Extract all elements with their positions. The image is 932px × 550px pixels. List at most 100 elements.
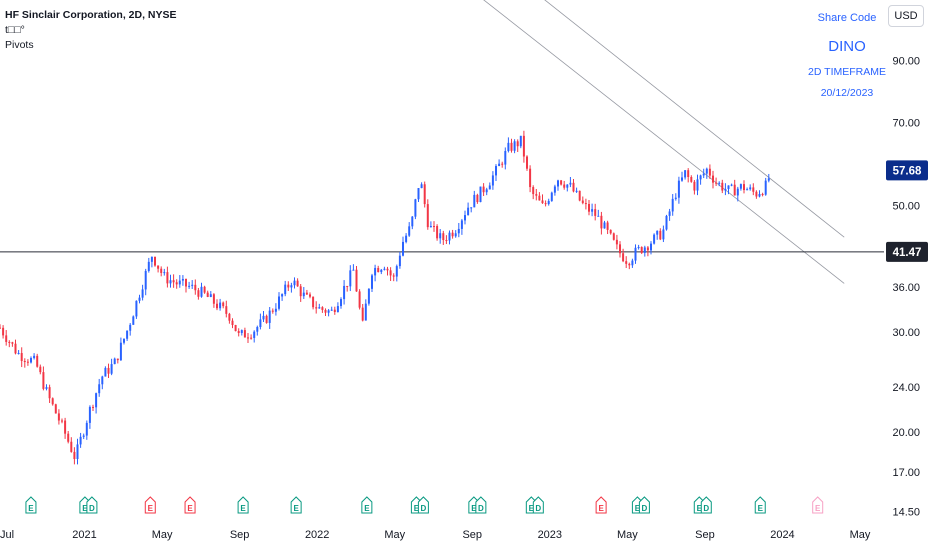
candle-body xyxy=(309,294,311,297)
candle-body xyxy=(330,309,333,311)
trendline-0[interactable] xyxy=(380,0,845,284)
event-marker-icon[interactable] xyxy=(144,496,156,514)
level-price-badge xyxy=(886,241,928,262)
candle-body xyxy=(677,180,680,198)
candle-body xyxy=(377,267,380,273)
candle-body xyxy=(126,330,129,339)
candle-body xyxy=(402,241,404,256)
event-marker-icon[interactable] xyxy=(595,496,607,514)
candle-body xyxy=(761,194,764,196)
candle-body xyxy=(26,361,29,363)
candle-body xyxy=(718,182,721,184)
candle-body xyxy=(175,282,178,285)
candle-body xyxy=(346,285,349,287)
candle-body xyxy=(203,286,206,293)
candle-body xyxy=(389,270,392,276)
candle-body xyxy=(721,182,724,191)
share-code-label: Share Code xyxy=(817,12,877,24)
candle-body xyxy=(20,353,23,361)
candle-body xyxy=(253,331,256,338)
candle-body xyxy=(411,216,414,227)
candle-body xyxy=(36,355,39,367)
candle-body xyxy=(656,230,659,235)
candle-body xyxy=(312,296,315,308)
candle-body xyxy=(588,204,590,212)
event-marker-icon[interactable] xyxy=(417,496,429,514)
candle-body xyxy=(240,330,243,333)
candle-body xyxy=(188,285,191,287)
candle-body xyxy=(11,342,14,344)
candle-body xyxy=(5,335,8,342)
candle-body xyxy=(522,135,525,157)
candle-body xyxy=(8,341,11,343)
candle-body xyxy=(457,228,460,234)
event-marker-icon[interactable] xyxy=(754,496,766,514)
candle-body xyxy=(172,280,175,283)
event-marker-icon[interactable] xyxy=(638,496,650,514)
event-marker-icon[interactable] xyxy=(812,496,824,514)
candle-body xyxy=(541,200,544,204)
indicator-label[interactable]: Pivots xyxy=(5,39,34,51)
event-marker-icon[interactable] xyxy=(237,496,249,514)
candle-body xyxy=(433,226,435,228)
event-marker-label: E xyxy=(815,504,821,513)
candle-body xyxy=(519,135,522,147)
candle-body xyxy=(584,203,587,205)
event-marker-icon[interactable] xyxy=(184,496,196,514)
candle-body xyxy=(327,310,330,313)
event-marker-icon[interactable] xyxy=(475,496,487,514)
event-marker-label: E xyxy=(82,504,88,513)
candle-body xyxy=(727,185,730,189)
candle-body xyxy=(631,260,634,266)
x-tick-label: 2024 xyxy=(770,529,794,541)
candle-body xyxy=(340,299,342,307)
candle-body xyxy=(426,204,429,228)
candle-body xyxy=(82,435,85,437)
candle-body xyxy=(225,306,228,314)
event-marker-icon[interactable] xyxy=(290,496,302,514)
candle-body xyxy=(739,184,742,189)
candle-body xyxy=(107,367,110,374)
date-label: 20/12/2023 xyxy=(820,87,874,99)
candle-body xyxy=(600,215,603,229)
candle-body xyxy=(653,234,656,244)
candle-body xyxy=(538,195,541,201)
candle-body xyxy=(464,215,466,221)
event-marker-icon[interactable] xyxy=(700,496,712,514)
candle-body xyxy=(57,413,60,421)
event-marker-label: D xyxy=(89,504,95,513)
candle-body xyxy=(767,178,770,181)
candle-body xyxy=(408,226,411,236)
candle-body xyxy=(479,186,482,203)
candle-body xyxy=(17,353,20,355)
event-marker-icon[interactable] xyxy=(532,496,544,514)
event-marker-icon[interactable] xyxy=(86,496,98,514)
candle-body xyxy=(612,233,615,240)
event-marker-label: D xyxy=(535,504,541,513)
event-marker-icon[interactable] xyxy=(361,496,373,514)
currency-button[interactable]: USD xyxy=(888,5,924,27)
candle-body xyxy=(33,355,36,359)
event-marker-icon[interactable] xyxy=(25,496,37,514)
candle-body xyxy=(386,268,389,271)
candle-body xyxy=(166,272,169,284)
symbol-title[interactable]: HF Sinclair Corporation, 2D, NYSE xyxy=(5,9,177,21)
candle-body xyxy=(495,166,497,176)
candle-body xyxy=(547,200,550,205)
candle-body xyxy=(293,280,296,286)
candle-body xyxy=(367,288,370,304)
level-price-label: 41.47 xyxy=(893,247,922,259)
candle-body xyxy=(736,188,739,196)
x-tick-label: 2022 xyxy=(305,529,329,541)
legend-secondary-line: t□□° xyxy=(5,24,25,36)
trendline-1[interactable] xyxy=(442,0,845,238)
candle-body xyxy=(662,229,665,240)
x-tick-label: May xyxy=(617,529,638,541)
candle-body xyxy=(265,315,268,323)
candle-body xyxy=(262,315,265,320)
timeframe-label: 2D TIMEFRAME xyxy=(808,66,886,78)
event-marker-label: E xyxy=(598,504,604,513)
candle-body xyxy=(88,406,91,423)
x-tick-label: 2023 xyxy=(538,529,562,541)
